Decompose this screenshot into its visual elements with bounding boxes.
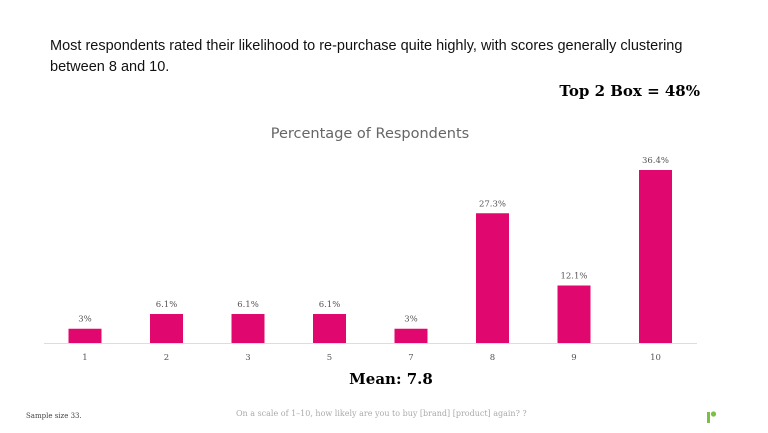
bar-1 <box>68 328 102 343</box>
bar-5 <box>313 314 346 343</box>
data-label: 6.1% <box>319 300 341 310</box>
mean-value: Mean: 7.8 <box>349 370 433 388</box>
data-label: 3% <box>78 315 92 325</box>
x-tick-label: 9 <box>571 353 576 363</box>
bar-3 <box>231 314 265 343</box>
bar-10 <box>639 170 672 343</box>
brand-logo-icon <box>707 411 717 423</box>
data-label: 6.1% <box>237 300 259 310</box>
data-label: 3% <box>404 315 418 325</box>
x-tick-label: 10 <box>650 353 661 363</box>
top-2-box: Top 2 Box = 48% <box>559 82 700 100</box>
x-tick-label: 5 <box>327 353 332 363</box>
bar-8 <box>476 213 509 343</box>
x-tick-label: 8 <box>490 353 495 363</box>
bar-9 <box>557 285 591 343</box>
x-tick-label: 3 <box>245 353 250 363</box>
headline: Most respondents rated their likelihood … <box>50 38 683 75</box>
data-label: 12.1% <box>560 271 587 281</box>
chart-title: Percentage of Respondents <box>270 126 470 142</box>
x-tick-label: 1 <box>82 353 87 363</box>
x-tick-label: 7 <box>408 353 413 363</box>
data-label: 6.1% <box>156 300 178 310</box>
sample-size: Sample size 33. <box>26 412 82 420</box>
x-tick-label: 2 <box>164 353 169 363</box>
data-label: 36.4% <box>642 156 669 166</box>
bars: 3% 1 6.1% 2 6.1% 3 6.1% 5 3% 7 27.3% 8 12.1% 9 36.4% 10 <box>68 156 672 363</box>
survey-question: On a scale of 1–10, how likely are you t… <box>236 409 527 418</box>
bar-7 <box>394 328 428 343</box>
bar-2 <box>150 314 183 343</box>
data-label: 27.3% <box>479 199 506 209</box>
